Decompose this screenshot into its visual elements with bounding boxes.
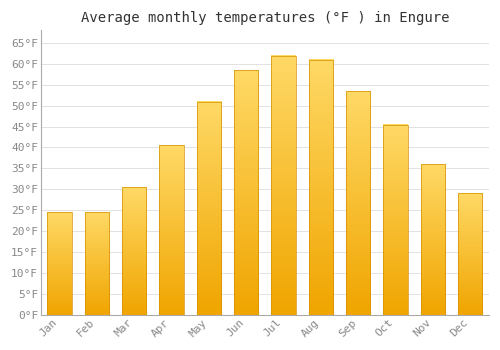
Bar	[234, 70, 258, 315]
Bar	[346, 91, 370, 315]
Bar	[85, 212, 109, 315]
Bar	[48, 212, 72, 315]
Bar	[122, 187, 146, 315]
Bar	[309, 60, 333, 315]
Title: Average monthly temperatures (°F ) in Engure: Average monthly temperatures (°F ) in En…	[80, 11, 449, 25]
Bar	[160, 145, 184, 315]
Bar	[272, 56, 295, 315]
Bar	[458, 194, 482, 315]
Bar	[384, 125, 407, 315]
Bar	[421, 164, 445, 315]
Bar	[197, 102, 221, 315]
